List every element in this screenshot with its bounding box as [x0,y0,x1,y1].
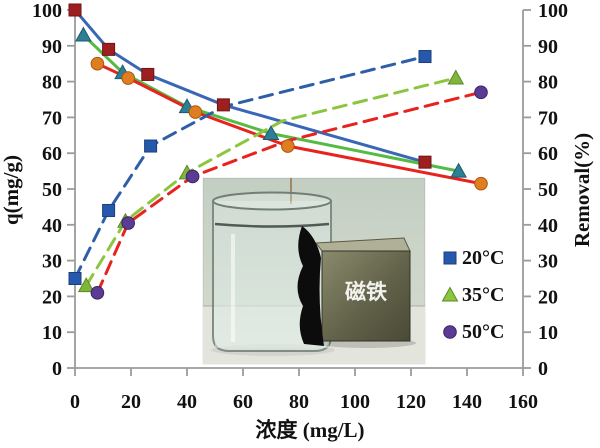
legend-label: 20°C [462,247,504,269]
removal-20C-square-marker [216,98,230,112]
right-tick-label: 50 [538,179,558,201]
q-20C-square-marker [68,272,82,285]
left-tick-label: 70 [42,107,62,129]
legend-item-20°C: 20°C [443,247,504,269]
legend-35°C-triangle-marker [441,286,459,302]
removal-50C-circle-marker [90,56,105,71]
legend-50°C-circle-marker [443,325,457,339]
q-50C-circle-marker [185,169,200,184]
right-tick-label: 40 [538,215,558,237]
left-tick-label: 10 [42,322,62,344]
q-20C-square-marker [144,139,158,153]
magnet-front-face [321,250,411,342]
right-tick-label: 0 [538,358,548,380]
left-tick-label: 50 [42,179,62,201]
x-tick-label: 40 [177,391,197,413]
right-tick-label: 80 [538,72,558,94]
x-tick-label: 120 [396,391,426,413]
legend-20°C-square-marker [443,251,457,265]
beaker-rim [212,191,332,211]
removal-20C-square-marker [141,67,155,81]
water-line [214,222,330,228]
x-tick-label: 0 [70,391,80,413]
removal-35C-triangle-marker [450,162,467,178]
removal-50C-circle-marker [121,71,135,85]
q-50C-circle-marker [121,216,135,230]
removal-50C-circle-marker [281,139,295,153]
legend-item-50°C: 50°C [443,321,504,343]
series-markers [68,3,488,300]
x-tick-label: 160 [508,391,538,413]
y-right-axis-title: Removal(%) [570,133,594,247]
axes: 0 10 20 30 40 50 60 70 80 90 100 0 10 20 30 40 50 60 70 80 9… [0,0,594,442]
left-tick-label: 60 [42,143,62,165]
right-tick-label: 60 [538,143,558,165]
magnetic-particles-blob [297,226,324,346]
removal-35C-triangle-marker [75,26,92,42]
q-35C-triangle-marker [77,277,95,293]
legend: 20°C 35°C 50°C [441,247,504,343]
q-50C-circle-marker [474,85,488,100]
right-tick-label: 20 [538,286,558,308]
left-tick-label: 0 [52,358,62,380]
magnet-label: 磁铁 [345,280,387,304]
right-tick-label: 100 [538,0,568,22]
legend-label: 35°C [462,284,504,306]
line-removal-20C [73,8,427,164]
removal-20C-square-marker [418,155,432,169]
x-tick-label: 80 [289,391,309,413]
x-tick-label: 140 [452,391,482,413]
removal-20C-square-marker [68,3,82,17]
right-tick-label: 70 [538,107,558,129]
line-removal-35C [81,33,461,173]
removal-50C-circle-marker [474,176,488,191]
left-tick-label: 20 [42,286,62,308]
right-tick-label: 30 [538,251,558,273]
removal-20C-square-marker [102,42,116,56]
y-left-axis-title: q(mg/g) [0,155,23,225]
q-35C-triangle-marker [447,69,465,85]
right-tick-label: 10 [538,322,558,344]
q-20C-square-marker [418,50,432,64]
legend-label: 50°C [462,321,504,343]
x-tick-label: 20 [121,391,141,413]
q-50C-circle-marker [90,286,105,300]
removal-35C-triangle-marker [262,124,280,141]
left-tick-label: 30 [42,251,62,273]
left-tick-label: 100 [32,0,62,22]
x-tick-label: 60 [233,391,253,413]
removal-50C-circle-marker [188,105,203,119]
left-tick-label: 40 [42,215,62,237]
left-tick-label: 80 [42,72,62,94]
inset-photo: 磁铁 [202,177,426,365]
right-tick-label: 90 [538,36,558,58]
legend-item-35°C: 35°C [441,284,504,306]
q-20C-square-marker [102,203,116,217]
left-tick-label: 90 [42,36,62,58]
x-axis-title: 浓度 (mg/L) [255,418,364,442]
x-tick-label: 100 [340,391,370,413]
